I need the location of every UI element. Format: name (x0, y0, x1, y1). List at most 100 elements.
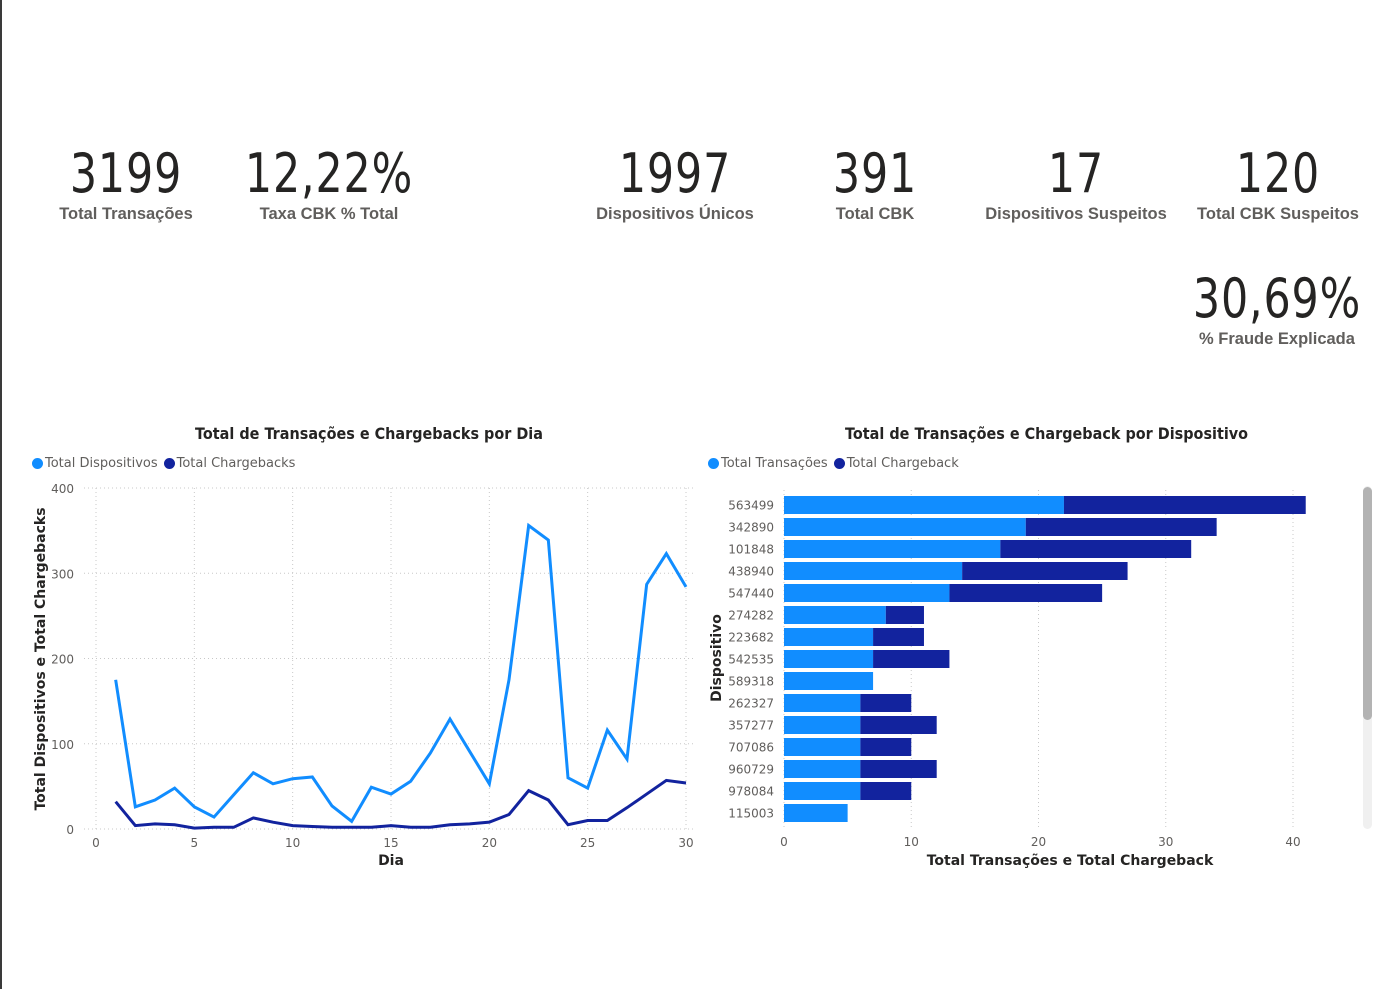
category-label: 342890 (728, 521, 774, 535)
category-label: 223682 (728, 631, 774, 645)
x-tick-label: 15 (383, 836, 398, 850)
category-label: 589318 (728, 675, 774, 689)
x-tick-label: 0 (780, 835, 788, 849)
bar-chart-scrollbar[interactable] (1363, 486, 1372, 829)
bar-total-chargeback[interactable] (873, 628, 924, 646)
category-label: 262327 (728, 697, 774, 711)
kpi-label: Total CBK (835, 205, 915, 223)
x-tick-label: 20 (482, 836, 497, 850)
kpi-label: Taxa CBK % Total (259, 205, 399, 223)
category-label: 115003 (728, 807, 774, 821)
kpi-label: Dispositivos Suspeitos (985, 205, 1167, 223)
x-tick-label: 10 (285, 836, 300, 850)
category-label: 274282 (728, 609, 774, 623)
bar-total-chargeback[interactable] (949, 584, 1103, 602)
bar-chart-title: Total de Transações e Chargeback por Dis… (845, 424, 1249, 443)
series-line-total-dispositivos[interactable] (114, 522, 688, 824)
kpi-taxa-cbk: 12,22% Taxa CBK % Total (229, 145, 429, 224)
bar-chart-legend: Total Transações Total Chargeback (708, 456, 965, 471)
bar-total-transacoes[interactable] (784, 628, 874, 646)
y-tick-label: 300 (51, 567, 74, 581)
kpi-value: 391 (832, 142, 918, 205)
category-label: 542535 (728, 653, 774, 667)
bar-total-transacoes[interactable] (784, 496, 1064, 514)
category-label: 101848 (728, 543, 774, 557)
category-label: 707086 (728, 741, 774, 755)
x-tick-label: 20 (1031, 835, 1046, 849)
legend-dot-icon (32, 458, 43, 469)
category-label: 960729 (728, 763, 774, 777)
legend-item-total-dispositivos[interactable]: Total Dispositivos (32, 456, 158, 471)
y-tick-label: 100 (51, 738, 74, 752)
x-tick-label: 40 (1285, 835, 1300, 849)
kpi-value: 120 (1235, 142, 1321, 205)
bar-total-transacoes[interactable] (784, 540, 1001, 558)
kpi-total-cbk: 391 Total CBK (805, 145, 945, 224)
bar-total-chargeback[interactable] (962, 562, 1128, 580)
bar-total-transacoes[interactable] (784, 650, 874, 668)
kpi-value: 30,69% (1192, 267, 1362, 330)
bar-total-chargeback[interactable] (885, 606, 924, 624)
kpi-label: Dispositivos Únicos (596, 205, 754, 223)
bar-total-transacoes[interactable] (784, 738, 861, 756)
bar-chart: 563499 342890 101848 438940 547440 274282 2236… (709, 490, 1306, 869)
bar-total-chargeback[interactable] (860, 782, 912, 800)
kpi-value: 3199 (69, 142, 183, 205)
kpi-dispositivos-unicos: 1997 Dispositivos Únicos (585, 145, 765, 224)
y-tick-label: 400 (51, 482, 74, 496)
x-tick-label: 30 (1158, 835, 1173, 849)
scrollbar-thumb[interactable] (1363, 487, 1372, 720)
bar-total-chargeback[interactable] (860, 760, 937, 778)
kpi-label: % Fraude Explicada (1199, 330, 1355, 348)
x-tick-label: 5 (191, 836, 199, 850)
bar-total-transacoes[interactable] (784, 716, 861, 734)
bar-total-chargeback[interactable] (1000, 540, 1192, 558)
bar-total-transacoes[interactable] (784, 760, 861, 778)
series-line-total-chargebacks[interactable] (114, 778, 687, 830)
bar-total-chargeback[interactable] (1025, 518, 1217, 536)
x-tick-label: 10 (904, 835, 919, 849)
bar-total-transacoes[interactable] (784, 804, 848, 822)
bar-total-chargeback[interactable] (860, 694, 912, 712)
legend-dot-icon (163, 458, 175, 469)
kpi-dispositivos-suspeitos: 17 Dispositivos Suspeitos (976, 145, 1176, 224)
legend-label: Total Dispositivos (45, 456, 158, 471)
x-tick-label: 0 (92, 836, 100, 850)
legend-item-total-chargeback[interactable]: Total Chargeback (833, 456, 959, 471)
category-label: 978084 (728, 785, 774, 799)
legend-dot-icon (708, 458, 719, 469)
legend-label: Total Chargebacks (176, 456, 296, 471)
kpi-fraude-explicada: 30,69% % Fraude Explicada (1177, 270, 1377, 349)
category-label: 357277 (728, 719, 774, 733)
x-tick-label: 25 (580, 836, 595, 850)
line-chart-legend: Total Dispositivos Total Chargebacks (32, 456, 301, 471)
bar-total-transacoes[interactable] (784, 672, 874, 690)
kpi-total-transacoes: 3199 Total Transações (46, 145, 206, 224)
category-label: 438940 (728, 565, 774, 579)
bar-total-chargeback[interactable] (1063, 496, 1306, 514)
bar-total-chargeback[interactable] (860, 738, 912, 756)
y-axis-title: Dispositivo (709, 614, 725, 702)
kpi-value: 17 (1047, 142, 1105, 205)
bar-total-transacoes[interactable] (784, 782, 861, 800)
legend-item-total-transacoes[interactable]: Total Transações (708, 456, 828, 471)
category-label: 563499 (728, 499, 774, 513)
legend-item-total-chargebacks[interactable]: Total Chargebacks (163, 456, 296, 471)
y-tick-label: 200 (51, 653, 74, 667)
kpi-label: Total CBK Suspeitos (1197, 205, 1359, 223)
bar-total-chargeback[interactable] (873, 650, 950, 668)
line-chart: 0 100 200 300 400 0 5 10 15 20 25 30 Dia Total Dis… (33, 482, 694, 869)
legend-dot-icon (833, 458, 845, 469)
bar-total-transacoes[interactable] (784, 606, 886, 624)
legend-label: Total Transações (721, 456, 828, 471)
y-axis-title: Total Dispositivos e Total Chargebacks (33, 507, 49, 810)
bar-total-transacoes[interactable] (784, 694, 861, 712)
x-axis-title: Total Transações e Total Chargeback (927, 853, 1214, 869)
bar-total-chargeback[interactable] (860, 716, 937, 734)
legend-label: Total Chargeback (846, 456, 959, 471)
y-tick-label: 0 (66, 823, 74, 837)
bar-total-transacoes[interactable] (784, 584, 950, 602)
bar-total-transacoes[interactable] (784, 562, 963, 580)
bar-total-transacoes[interactable] (784, 518, 1026, 536)
kpi-total-cbk-suspeitos: 120 Total CBK Suspeitos (1188, 145, 1368, 224)
